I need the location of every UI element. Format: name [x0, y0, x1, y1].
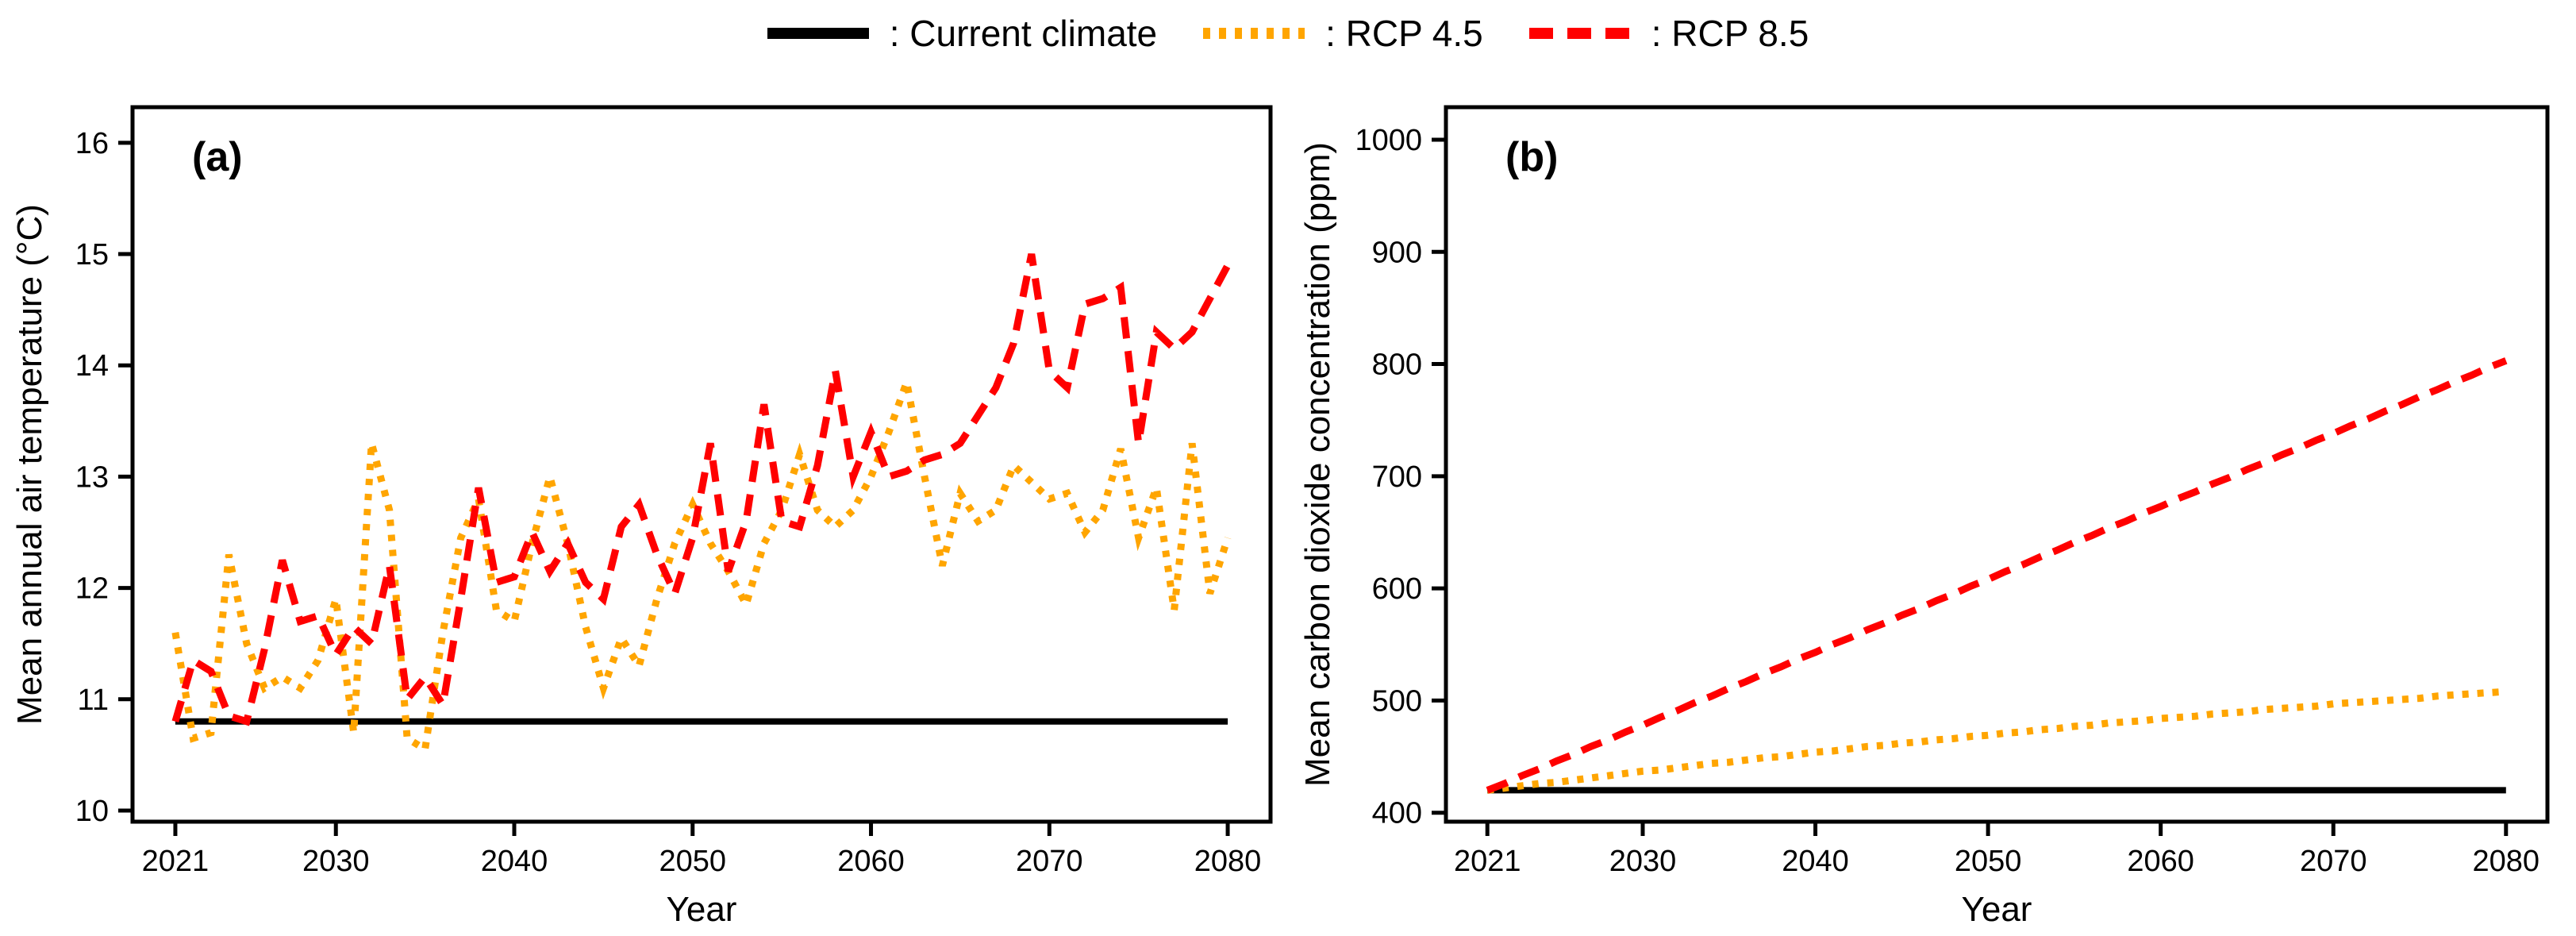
current-climate-line-swatch-icon	[767, 28, 869, 39]
x-tick-label: 2070	[1016, 845, 1083, 878]
y-tick-label: 1000	[1355, 124, 1422, 157]
y-tick-label: 14	[75, 349, 109, 383]
x-tick-label: 2050	[1955, 845, 2022, 878]
x-tick-label: 2060	[2127, 845, 2194, 878]
x-axis-title: Year	[667, 890, 737, 929]
plot-frame	[130, 105, 1273, 824]
panel-b-chart: 2021 2030 2040 2050 2060 2070 2080 400 500 600 700…	[1298, 105, 2550, 929]
y-tick-label: 700	[1372, 460, 1422, 494]
x-tick-label: 2070	[2300, 845, 2367, 878]
y-tick-label: 15	[75, 238, 109, 272]
y-tick-label: 10	[75, 795, 109, 828]
legend-label-current-climate: : Current climate	[889, 13, 1158, 54]
y-tick-label: 500	[1372, 684, 1422, 718]
x-tick-label: 2021	[142, 845, 210, 878]
x-tick-label: 2080	[1194, 845, 1262, 878]
x-tick-label: 2050	[659, 845, 726, 878]
x-tick-label: 2040	[1782, 845, 1849, 878]
series-line-rcp-8-5	[171, 253, 1232, 726]
legend-item-current-climate: : Current climate	[767, 12, 1157, 55]
series-line-rcp-4-5	[171, 368, 1232, 756]
legend-item-rcp-85: : RCP 8.5	[1528, 12, 1809, 55]
y-tick-label: 800	[1372, 349, 1422, 382]
legend: : Current climate : RCP 4.5 : RCP 8.5	[0, 8, 2576, 59]
panel-letter: (a)	[192, 134, 243, 180]
legend-label-rcp-85: : RCP 8.5	[1651, 13, 1809, 54]
y-tick-label: 900	[1372, 236, 1422, 269]
y-tick-label: 600	[1372, 572, 1422, 606]
y-tick-label: 400	[1372, 797, 1422, 830]
x-axis-title: Year	[1962, 890, 2032, 929]
panel-a-chart: 2021 2030 2040 2050 2060 2070 2080 10 11 12 13 14 15…	[10, 105, 1273, 929]
x-tick-label: 2021	[1454, 845, 1521, 878]
x-tick-label: 2080	[2473, 845, 2540, 878]
x-tick-label: 2030	[302, 845, 370, 878]
plot-frame	[1444, 105, 2550, 824]
series-line-rcp-4-5	[1486, 688, 2507, 794]
y-tick-label: 12	[75, 572, 109, 606]
series-line-rcp-8-5	[1486, 357, 2508, 794]
y-tick-label: 11	[78, 684, 109, 717]
panel-letter: (b)	[1505, 134, 1558, 180]
y-tick-label: 13	[75, 460, 109, 494]
legend-label-rcp-45: : RCP 4.5	[1325, 13, 1483, 54]
legend-item-rcp-45: : RCP 4.5	[1203, 12, 1483, 55]
x-tick-label: 2060	[837, 845, 905, 878]
y-axis-title: Mean annual air temperature (°C)	[10, 204, 49, 725]
y-tick-label: 16	[75, 127, 109, 160]
rcp-85-line-swatch-icon	[1528, 28, 1631, 39]
x-tick-label: 2040	[481, 845, 548, 878]
y-axis-title: Mean carbon dioxide concentration (ppm)	[1298, 142, 1337, 787]
rcp-45-line-swatch-icon	[1203, 28, 1305, 39]
x-tick-label: 2030	[1609, 845, 1677, 878]
